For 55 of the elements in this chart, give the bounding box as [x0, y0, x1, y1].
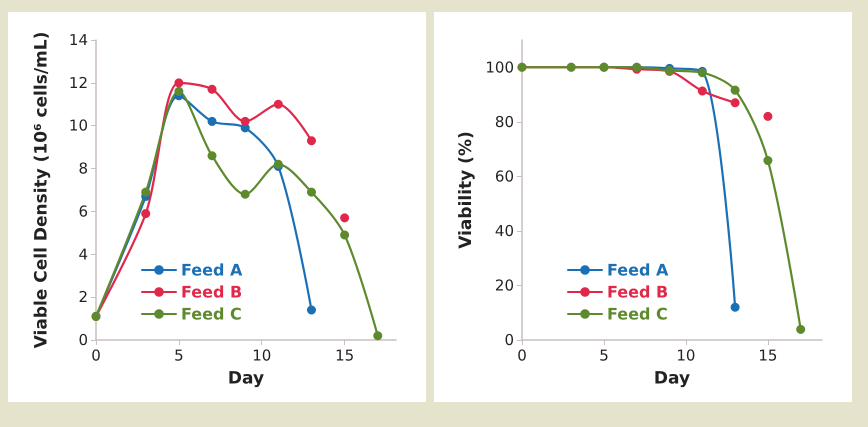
point — [730, 98, 740, 108]
y-tick-label: 0 — [504, 331, 514, 349]
point — [373, 331, 382, 340]
x-tick-label: 10 — [252, 346, 272, 364]
y-tick-label: 12 — [68, 74, 88, 92]
point — [174, 78, 184, 88]
legend-label: Feed B — [181, 282, 242, 302]
x-tick-label: 15 — [335, 346, 354, 364]
y-tick-label: 4 — [78, 245, 88, 264]
point — [763, 156, 772, 166]
y-tick-label: 2 — [78, 288, 88, 306]
y-axis-title: Viability (%) — [456, 131, 476, 249]
y-tick-label: 40 — [494, 222, 514, 240]
point — [240, 116, 250, 126]
point — [763, 112, 772, 121]
point — [730, 302, 740, 312]
point — [208, 151, 217, 160]
y-tick-label: 8 — [78, 160, 88, 178]
y-tick-label: 6 — [78, 202, 88, 220]
legend-label: Feed A — [181, 260, 244, 280]
y-tick-label: 14 — [68, 31, 88, 49]
y-tick-label: 0 — [78, 331, 88, 349]
point — [141, 209, 150, 218]
point — [208, 116, 217, 126]
point — [306, 306, 316, 314]
point — [174, 86, 184, 96]
point — [796, 324, 806, 334]
y-axis-title: Viable Cell Density (10⁶ cells/mL) — [32, 32, 52, 348]
point — [306, 136, 316, 146]
x-tick-label: 0 — [91, 346, 101, 364]
y-tick-label: 20 — [494, 276, 514, 294]
x-tick-label: 0 — [517, 346, 527, 364]
x-tick-label: 10 — [676, 346, 696, 364]
point — [730, 86, 740, 95]
point — [274, 100, 283, 109]
point — [340, 213, 350, 222]
legend-label: Feed C — [607, 304, 668, 324]
legend-label: Feed A — [607, 260, 670, 280]
point — [698, 86, 707, 96]
point — [208, 84, 217, 94]
x-axis-title: Day — [654, 368, 690, 388]
x-axis-title: Day — [228, 368, 264, 388]
y-tick-label: 60 — [494, 167, 514, 186]
point — [306, 188, 316, 197]
legend-label: Feed C — [181, 304, 242, 324]
x-tick-label: 5 — [174, 346, 184, 364]
point — [240, 190, 250, 199]
y-tick-label: 100 — [485, 58, 514, 76]
y-tick-label: 10 — [68, 116, 88, 135]
x-tick-label: 15 — [758, 346, 778, 364]
point — [340, 230, 350, 240]
y-tick-label: 80 — [494, 112, 514, 131]
x-tick-label: 5 — [599, 346, 609, 364]
legend-label: Feed B — [607, 282, 668, 302]
point — [141, 188, 150, 197]
